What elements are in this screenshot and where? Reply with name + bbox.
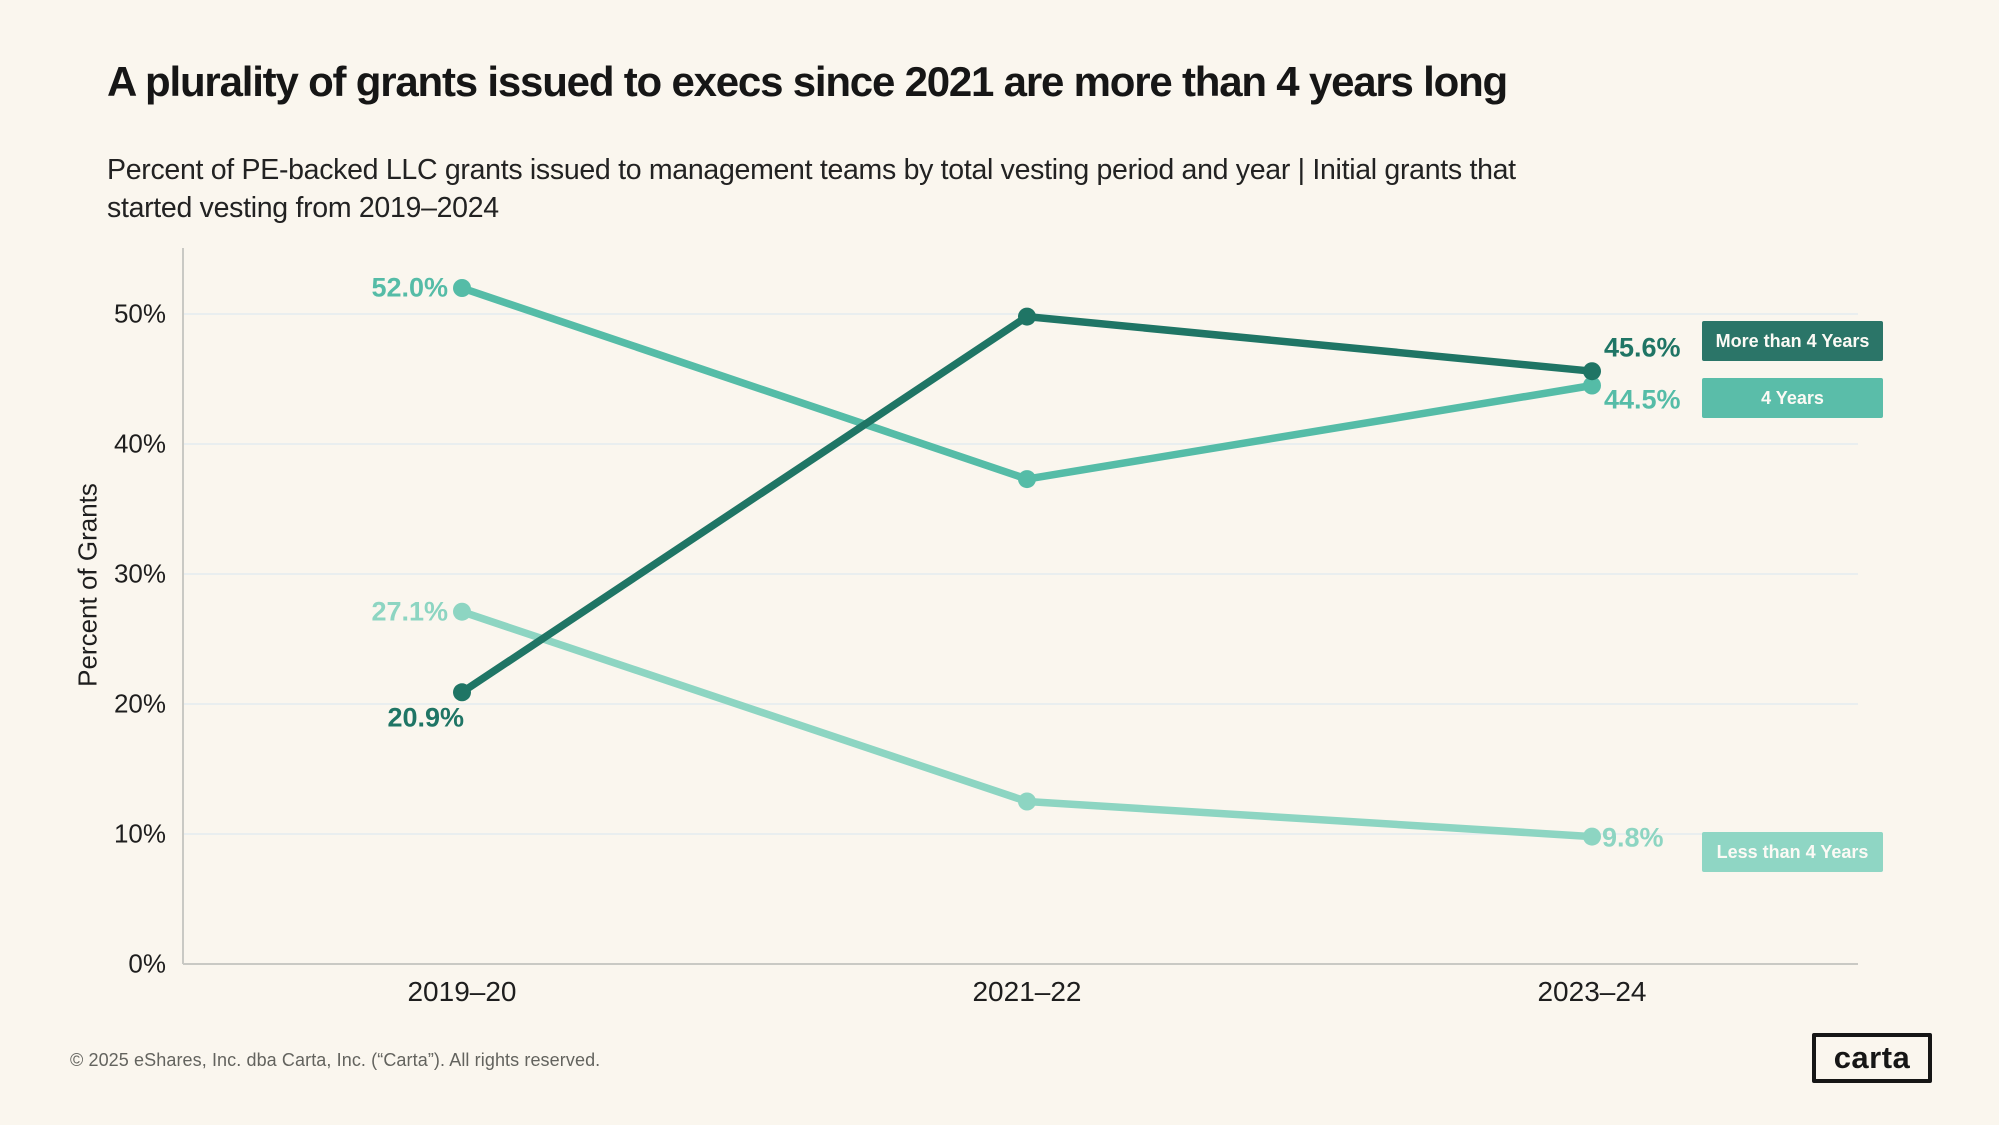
- value-label-less4-end: 9.8%: [1602, 822, 1664, 853]
- y-tick-40: 40%: [113, 428, 166, 459]
- carta-logo-text: carta: [1833, 1040, 1911, 1075]
- data-point-more-than-4-years-2021–22: [1018, 307, 1036, 326]
- data-point-4-years-2023–24: [1583, 376, 1601, 395]
- copyright-text: © 2025 eShares, Inc. dba Carta, Inc. (“C…: [70, 1050, 601, 1070]
- data-point-more-than-4-years-2019–20: [453, 683, 471, 702]
- legend-badge-less-than-4-years: Less than 4 Years: [1702, 832, 1883, 872]
- legend-badge-more-than-4-years: More than 4 Years: [1702, 321, 1883, 361]
- data-point-less-than-4-years-2023–24: [1583, 827, 1601, 846]
- data-point-4-years-2021–22: [1018, 470, 1036, 489]
- series-line-more-than-4-years: [458, 312, 1596, 697]
- series-line-4-years: [458, 284, 1596, 483]
- y-tick-20: 20%: [113, 688, 166, 719]
- chart-subtitle: Percent of PE-backed LLC grants issued t…: [107, 154, 1516, 224]
- legend-badge-4-years: 4 Years: [1702, 378, 1883, 418]
- value-label-more4-start: 20.9%: [387, 702, 464, 733]
- data-point-less-than-4-years-2019–20: [453, 602, 471, 621]
- x-tick-2023-24: 2023–24: [1537, 976, 1647, 1007]
- data-point-more-than-4-years-2023–24: [1583, 362, 1601, 381]
- value-label-4years-start: 52.0%: [371, 272, 448, 303]
- x-tick-2021-22: 2021–22: [972, 976, 1082, 1007]
- data-point-4-years-2019–20: [453, 279, 471, 297]
- y-tick-0: 0%: [128, 948, 166, 979]
- y-tick-10: 10%: [113, 818, 166, 849]
- value-label-more4-end: 45.6%: [1604, 332, 1681, 363]
- x-tick-2019-20: 2019–20: [407, 976, 517, 1007]
- value-label-4years-end: 44.5%: [1604, 384, 1681, 415]
- series-line-less-than-4-years: [458, 607, 1596, 841]
- y-tick-30: 30%: [113, 558, 166, 589]
- carta-logo: carta: [1812, 1033, 1932, 1083]
- chart-title: A plurality of grants issued to execs si…: [107, 58, 1508, 105]
- y-tick-50: 50%: [113, 298, 166, 329]
- data-point-less-than-4-years-2021–22: [1018, 792, 1036, 811]
- value-label-less4-start: 27.1%: [371, 596, 448, 627]
